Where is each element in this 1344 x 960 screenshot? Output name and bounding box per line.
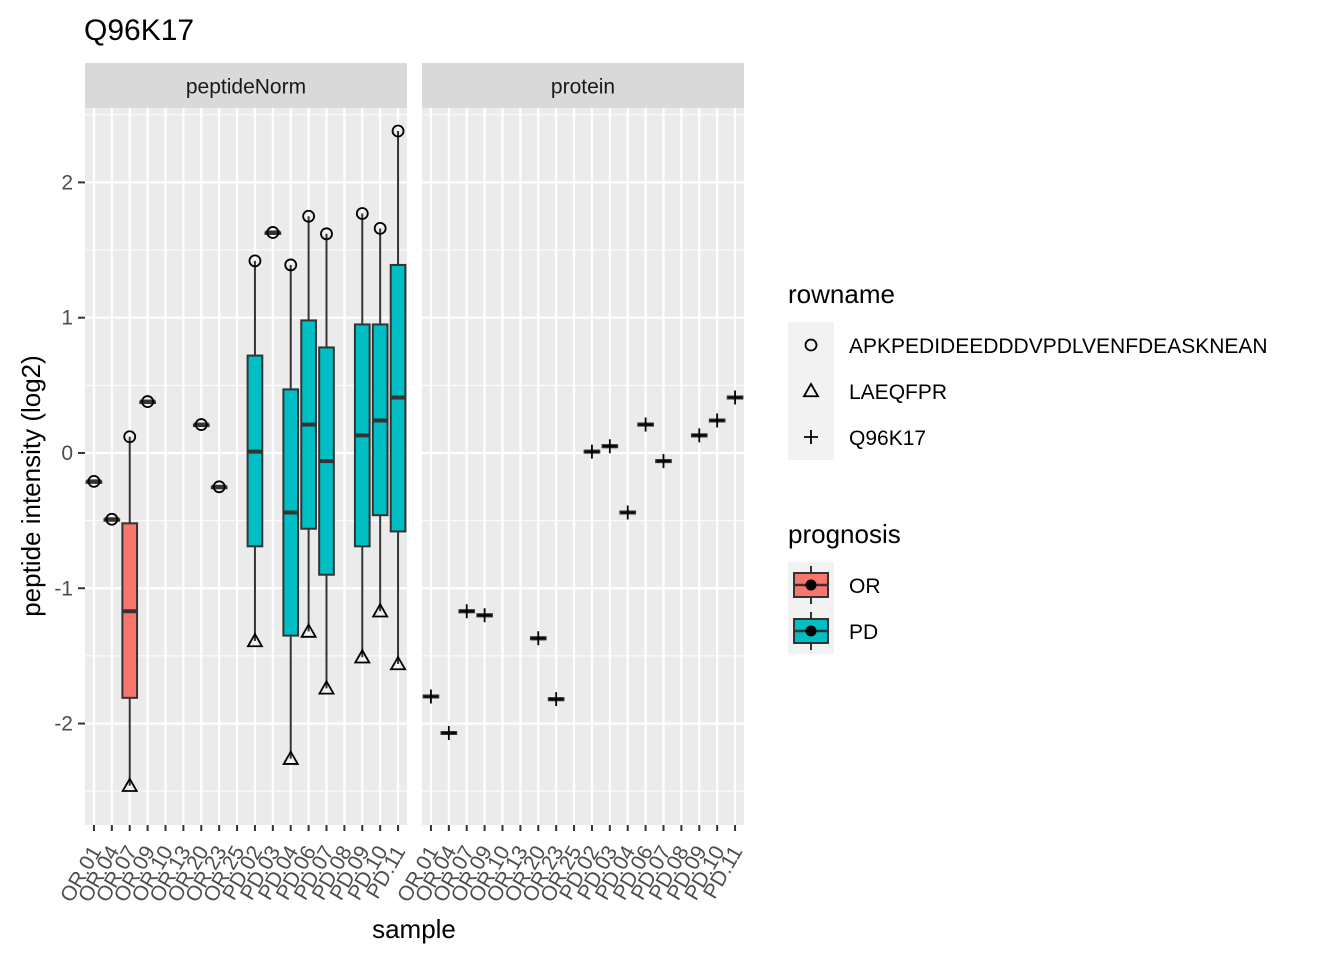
data-point [212, 480, 226, 494]
legend-key-circle [804, 338, 818, 352]
data-point [302, 209, 316, 223]
data-point [284, 258, 298, 272]
data-point [282, 749, 300, 765]
legend-label: LAEQFPR [849, 381, 947, 404]
y-tick-label: -2 [54, 713, 73, 736]
facet-strip [85, 63, 407, 108]
facet-strip-label: peptideNorm [186, 76, 306, 99]
y-tick-label: 0 [61, 442, 73, 465]
data-point [620, 505, 635, 520]
data-point [355, 207, 369, 220]
data-point [371, 602, 389, 618]
chart-title: Q96K17 [84, 14, 194, 47]
y-tick-label: 2 [61, 171, 73, 194]
data-point [105, 512, 119, 526]
data-point [389, 655, 407, 671]
legend-label: PD [849, 621, 878, 644]
panel-background [85, 108, 407, 825]
y-axis-label: peptide intensity (log2) [16, 355, 46, 617]
data-point [656, 454, 671, 469]
legend-title: prognosis [788, 519, 901, 549]
data-point [121, 776, 139, 792]
legend-rowname: rowname APKPEDIDEEDDDVPDLVENFDEASKNEAN LAE… [788, 279, 1268, 460]
legend-key-plus [804, 430, 818, 444]
box-PD.02 [246, 260, 264, 642]
data-point [549, 692, 564, 707]
box-PD.09 [353, 213, 371, 658]
data-point [194, 418, 208, 431]
data-point [87, 474, 101, 488]
legend-key-triangle [802, 382, 820, 398]
data-point [353, 648, 371, 664]
box-PD.11 [389, 130, 407, 665]
data-point [248, 254, 262, 268]
y-tick-label: 1 [61, 307, 73, 330]
data-point [423, 689, 438, 704]
data-point [246, 632, 264, 648]
data-point [638, 417, 653, 432]
legend-label: APKPEDIDEEDDDVPDLVENFDEASKNEAN [849, 335, 1268, 358]
data-point [584, 444, 599, 459]
legend-title: rowname [788, 279, 895, 309]
x-axis-label: sample [372, 914, 456, 944]
box-PD.06 [300, 216, 317, 632]
facet-panels: peptideNormOR.01OR.04OR.07OR.09OR.10OR.1… [54, 63, 747, 906]
legend-label: OR [849, 575, 881, 598]
data-point [373, 222, 387, 235]
legend-prognosis: prognosis OR PD [788, 519, 901, 654]
box-PD.10 [371, 228, 389, 612]
data-point [141, 395, 155, 408]
legend-label: Q96K17 [849, 427, 926, 450]
facet-strip-label: protein [551, 76, 615, 99]
data-point [728, 390, 743, 405]
data-point [531, 631, 546, 646]
facet-panel-protein: proteinOR.01OR.04OR.07OR.09OR.10OR.13OR.… [393, 63, 747, 906]
data-point [459, 604, 474, 619]
data-point [602, 439, 617, 454]
facet-strip [422, 63, 744, 108]
box-PD.04 [282, 264, 300, 759]
data-point [441, 726, 456, 741]
data-point [692, 428, 707, 443]
data-point [266, 226, 280, 239]
data-point [123, 430, 137, 444]
box-OR.07 [121, 436, 139, 786]
y-tick-label: -1 [54, 577, 73, 600]
legend-key-point [805, 625, 817, 637]
data-point [317, 679, 336, 695]
panel-background [422, 108, 744, 825]
data-point [391, 124, 405, 138]
legend-key-point [805, 579, 817, 591]
data-point [320, 227, 333, 241]
facet-panel-peptideNorm: peptideNormOR.01OR.04OR.07OR.09OR.10OR.1… [54, 63, 410, 906]
box-PD.07 [318, 233, 335, 689]
data-point [477, 608, 492, 623]
data-point [710, 413, 725, 428]
data-point [300, 622, 318, 638]
